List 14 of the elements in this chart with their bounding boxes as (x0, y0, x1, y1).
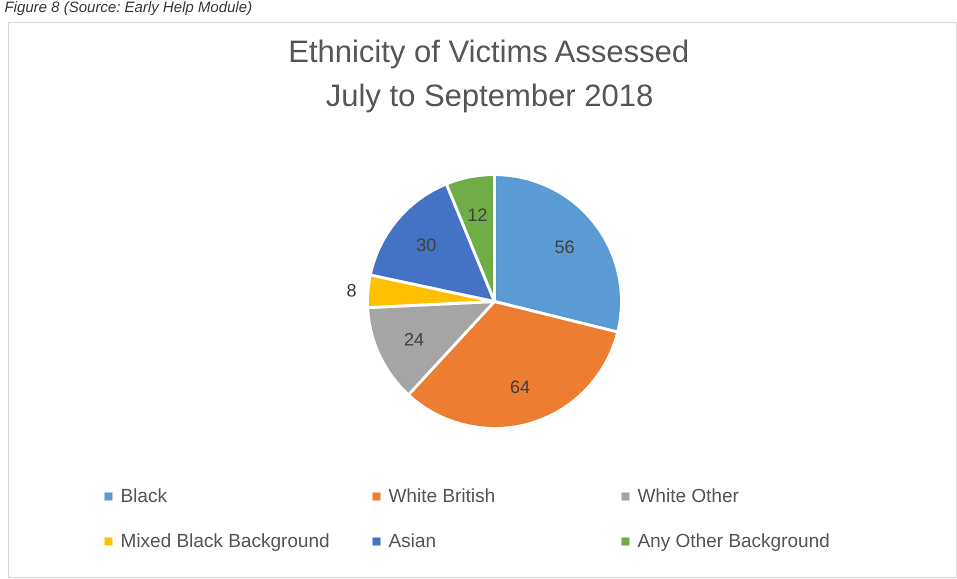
data-label: 24 (404, 330, 424, 350)
caption: Figure 8 (Source: Early Help Module) (4, 0, 252, 16)
legend-label: Black (120, 486, 168, 507)
data-label: 8 (346, 280, 356, 300)
legend-label: White Other (638, 486, 740, 507)
data-label: 64 (510, 377, 530, 398)
data-label: 30 (416, 234, 436, 255)
chart-title: Ethnicity of Victims Assessed July to September 2018 (288, 34, 690, 113)
legend-label: White British (388, 486, 496, 507)
legend-label: Asian (388, 531, 436, 552)
data-label: 56 (554, 237, 575, 258)
legend-label: Mixed Black Background (120, 531, 330, 552)
legend-label: Any Other Background (638, 531, 830, 552)
data-label: 12 (467, 204, 488, 225)
